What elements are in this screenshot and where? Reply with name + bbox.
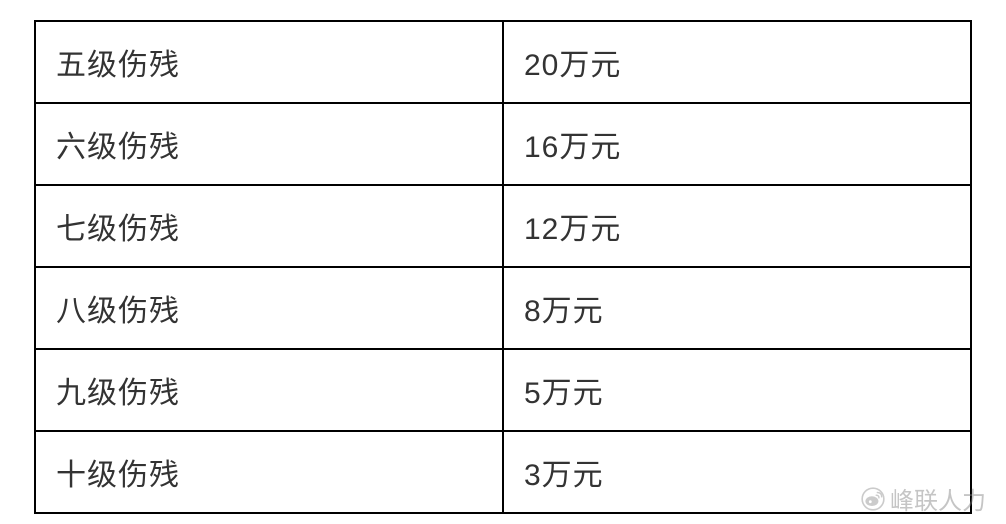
disability-level-cell: 五级伤残 (35, 21, 503, 103)
compensation-amount-cell: 16万元 (503, 103, 971, 185)
table-row: 五级伤残 20万元 (35, 21, 971, 103)
table-row: 六级伤残 16万元 (35, 103, 971, 185)
compensation-amount-cell: 12万元 (503, 185, 971, 267)
disability-level-cell: 十级伤残 (35, 431, 503, 513)
disability-level-cell: 六级伤残 (35, 103, 503, 185)
disability-level-cell: 八级伤残 (35, 267, 503, 349)
watermark: 峰联人力 (860, 481, 986, 516)
weibo-icon (860, 486, 886, 512)
table-row: 七级伤残 12万元 (35, 185, 971, 267)
compensation-amount-cell: 20万元 (503, 21, 971, 103)
table-row: 九级伤残 5万元 (35, 349, 971, 431)
table-row: 十级伤残 3万元 (35, 431, 971, 513)
disability-level-cell: 七级伤残 (35, 185, 503, 267)
disability-compensation-table: 五级伤残 20万元 六级伤残 16万元 七级伤残 12万元 八级伤残 8万元 九… (34, 20, 972, 514)
table-body: 五级伤残 20万元 六级伤残 16万元 七级伤残 12万元 八级伤残 8万元 九… (35, 21, 971, 513)
table-row: 八级伤残 8万元 (35, 267, 971, 349)
watermark-text: 峰联人力 (890, 481, 986, 516)
data-table: 五级伤残 20万元 六级伤残 16万元 七级伤残 12万元 八级伤残 8万元 九… (34, 20, 972, 514)
disability-level-cell: 九级伤残 (35, 349, 503, 431)
compensation-amount-cell: 8万元 (503, 267, 971, 349)
compensation-amount-cell: 5万元 (503, 349, 971, 431)
